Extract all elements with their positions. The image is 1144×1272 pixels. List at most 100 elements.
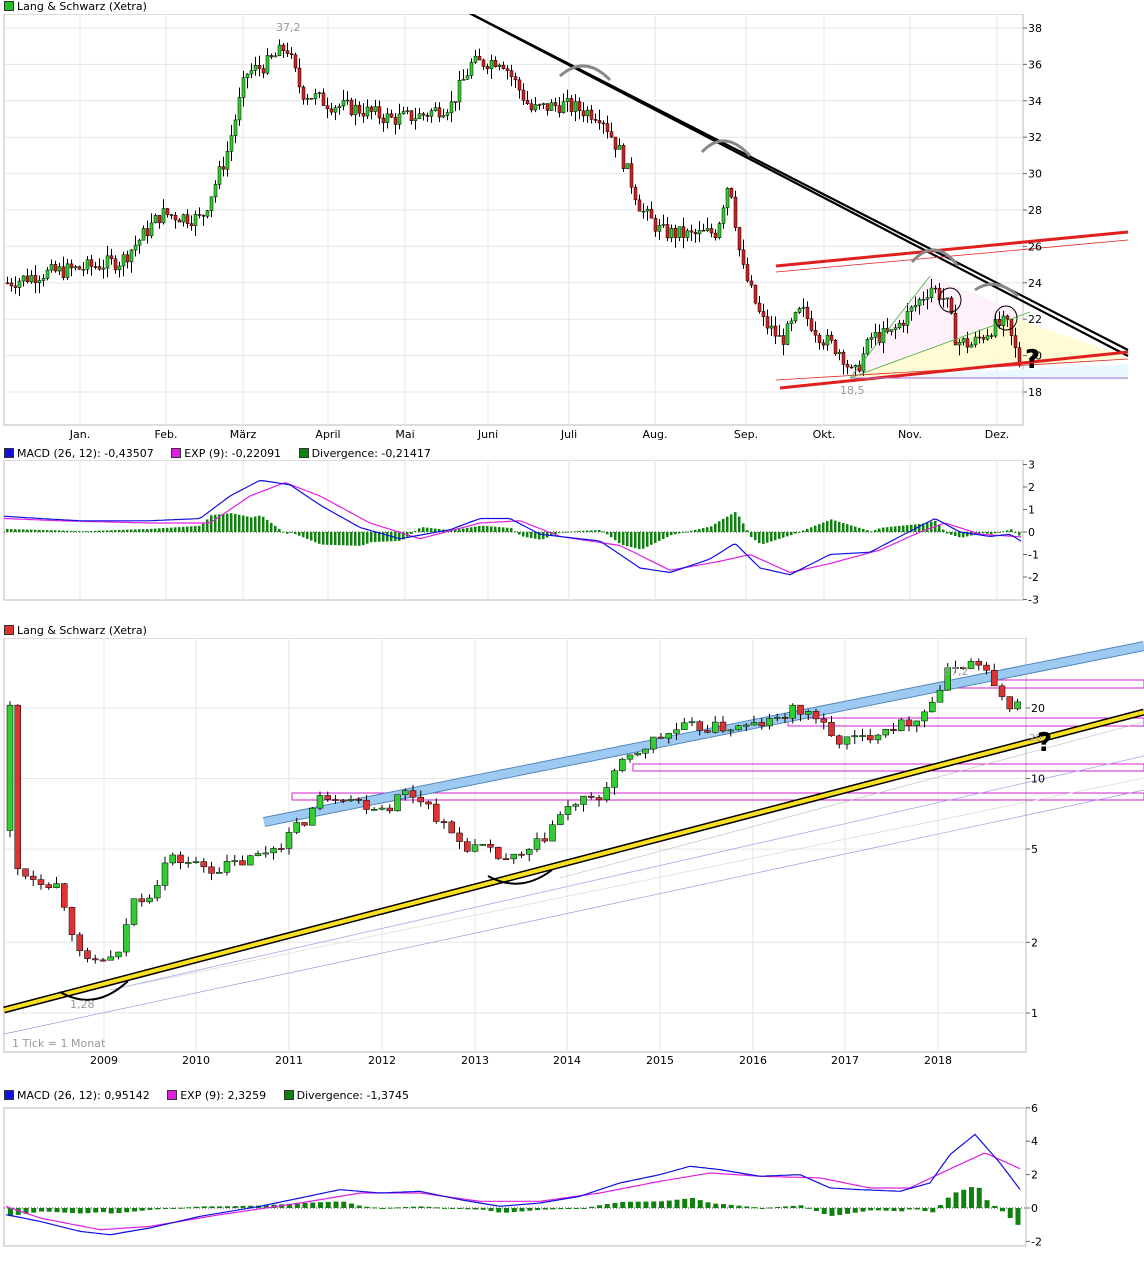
divergence-bar — [62, 530, 65, 532]
candle-body — [735, 725, 742, 731]
candle-body — [853, 365, 858, 368]
y-tick-label: 26 — [1028, 240, 1042, 253]
divergence-bar — [962, 532, 965, 538]
divergence-bar — [666, 1200, 672, 1208]
candle-body — [285, 50, 290, 54]
divergence-bar — [238, 514, 241, 532]
channel-bottom-thin-line — [775, 358, 1129, 381]
divergence-bar — [222, 513, 225, 532]
macd2-legend-exp: EXP (9): 2,3259 — [167, 1089, 266, 1102]
candle-body — [729, 188, 734, 198]
divergence-bar — [46, 530, 49, 532]
tick-note: 1 Tick = 1 Monat — [12, 1037, 106, 1050]
divergence-bar — [134, 529, 137, 532]
divergence-bar — [30, 529, 33, 532]
candle-body — [821, 342, 826, 346]
candle-body — [45, 884, 52, 888]
candle-body — [217, 166, 222, 185]
candle-body — [378, 807, 386, 810]
macd1-swatch-exp — [171, 448, 182, 458]
candle-body — [921, 299, 926, 301]
candle-body — [247, 855, 254, 866]
divergence-bar — [992, 1205, 998, 1208]
candle-body — [609, 131, 614, 138]
candle-body — [565, 98, 570, 102]
divergence-bar — [314, 532, 317, 543]
candle-body — [193, 214, 198, 227]
candle-body — [485, 66, 490, 69]
candle-body — [828, 722, 835, 737]
candle-body — [429, 110, 434, 117]
candle-body — [137, 239, 142, 246]
divergence-bar — [42, 530, 45, 532]
daily-triangle-fills — [850, 276, 1128, 380]
divergence-bar — [790, 532, 793, 536]
candle-body — [637, 199, 642, 212]
candle-body — [213, 184, 218, 198]
divergence-bar — [984, 1200, 990, 1208]
divergence-bar — [670, 532, 673, 536]
divergence-bar — [759, 1207, 765, 1209]
divergence-bar — [566, 1208, 571, 1209]
divergence-bar — [201, 1206, 207, 1208]
divergence-bar — [1007, 1208, 1013, 1219]
divergence-bar — [810, 527, 813, 532]
macd1-legend-div: Divergence: -0,21417 — [298, 447, 431, 460]
divergence-bar — [886, 527, 889, 532]
divergence-bar — [186, 526, 189, 532]
divergence-bar — [274, 525, 277, 532]
candle-body — [789, 320, 794, 325]
candle-body — [138, 898, 145, 903]
monthly-high-label: 37,2 — [944, 665, 969, 678]
divergence-bar — [504, 1208, 509, 1213]
zone-10 — [291, 792, 1144, 801]
divergence-bar — [738, 516, 741, 532]
daily-price-chart: 37,2 18,5 ? 38 36 34 32 30 28 26 24 22 20 18 Jan. F… — [3, 14, 1129, 441]
divergence-bar — [558, 532, 561, 533]
divergence-bar — [70, 1208, 75, 1214]
divergence-bar — [846, 524, 849, 532]
macd2-label-macd: MACD (26, 12): 0,95142 — [17, 1089, 150, 1102]
divergence-bar — [225, 1206, 230, 1208]
divergence-bar — [705, 1202, 711, 1208]
divergence-bar — [58, 530, 61, 532]
candle-body — [793, 312, 798, 322]
candle-body — [297, 67, 302, 88]
divergence-bar — [690, 1197, 695, 1208]
divergence-bar — [726, 516, 729, 532]
divergence-bar — [854, 526, 857, 532]
y-tick-label: 2 — [1031, 1169, 1038, 1182]
candle-body — [22, 868, 29, 877]
y-tick-label: 36 — [1028, 58, 1042, 71]
candle-body — [709, 228, 714, 234]
macd1-legend-macd: MACD (26, 12): -0,43507 — [4, 447, 154, 460]
candle-body — [273, 55, 278, 58]
divergence-bar — [326, 532, 329, 545]
divergence-bar — [349, 1203, 354, 1208]
divergence-bar — [449, 1208, 455, 1209]
candle-body — [355, 798, 362, 801]
candle-body — [525, 100, 530, 105]
candle-body — [309, 98, 314, 100]
x-tick-label: Okt. — [813, 428, 836, 441]
candle-body — [289, 53, 294, 55]
divergence-bar — [62, 1208, 68, 1213]
candle-body — [893, 327, 898, 330]
divergence-bar — [502, 527, 505, 532]
divergence-bar — [333, 1201, 339, 1208]
divergence-bar — [554, 532, 557, 535]
thin-trend-line-1 — [109, 755, 1144, 991]
divergence-bar — [682, 532, 685, 533]
divergence-bar — [116, 1208, 122, 1214]
divergence-bar — [926, 522, 929, 532]
candle-body — [313, 93, 318, 99]
candle-body — [526, 849, 533, 855]
candle-body — [495, 847, 502, 859]
candle-body — [325, 105, 330, 110]
macd2-label-div: Divergence: -1,3745 — [296, 1089, 409, 1102]
candle-body — [741, 249, 746, 265]
channel-top-line — [775, 230, 1129, 268]
candle-body — [553, 102, 558, 106]
divergence-bar — [242, 515, 245, 532]
divergence-bar — [770, 532, 773, 542]
